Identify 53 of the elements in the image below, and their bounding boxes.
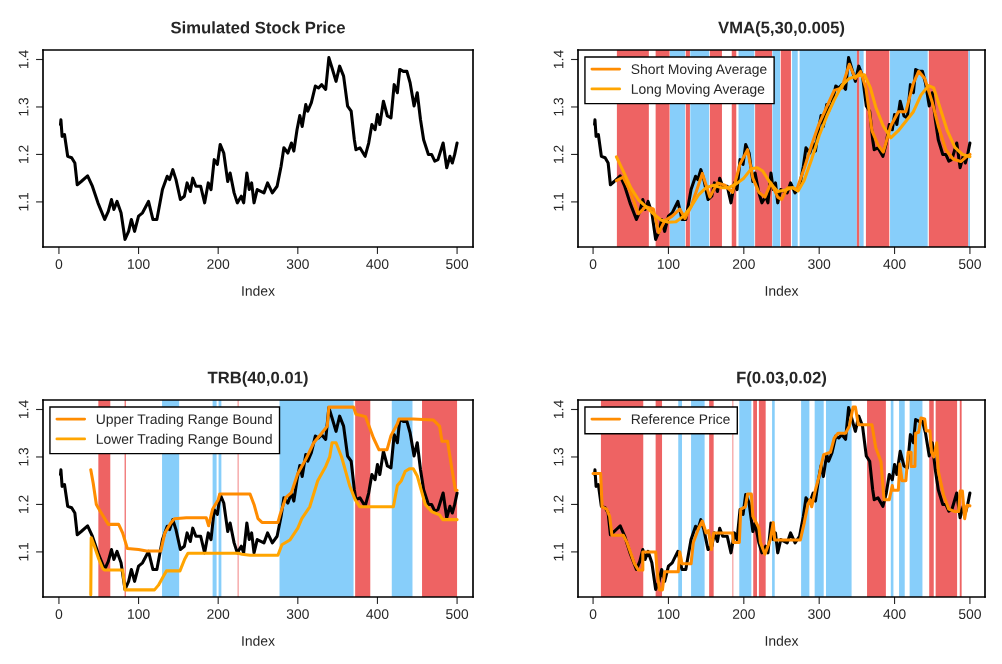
x-tick-label: 200: [732, 259, 755, 270]
x-tick-label: 0: [55, 609, 63, 620]
x-tick-label: 0: [589, 609, 597, 620]
y-tick-label: 1.3: [18, 97, 29, 116]
legend-label: Upper Trading Range Bound: [96, 413, 272, 427]
x-tick-label: 400: [883, 609, 906, 620]
y-tick-label: 1.4: [553, 50, 564, 69]
x-axis-title: Index: [242, 635, 275, 646]
x-tick-label: 100: [128, 259, 150, 270]
y-tick-label: 1.2: [18, 495, 29, 514]
legend-label: Short Moving Average: [631, 63, 767, 77]
x-tick-label: 200: [207, 259, 230, 270]
x-tick-label: 200: [732, 609, 755, 620]
x-tick-label: 300: [286, 259, 309, 270]
y-tick-label: 1.1: [553, 192, 564, 211]
y-tick-label: 1.4: [18, 400, 29, 419]
x-axis-title: Index: [765, 285, 799, 296]
x-tick-label: 400: [883, 259, 906, 270]
y-tick-label: 1.3: [553, 97, 564, 116]
chart-title: VMA(5,30,0.005): [718, 21, 845, 37]
x-tick-label: 400: [366, 609, 389, 620]
chart-title: TRB(40,0.01): [207, 371, 308, 387]
x-tick-label: 100: [657, 609, 680, 620]
y-tick-label: 1.1: [18, 542, 29, 561]
y-tick-label: 1.2: [553, 145, 564, 164]
legend-label: Lower Trading Range Bound: [96, 433, 272, 447]
legend-label: Reference Price: [631, 413, 730, 425]
legend-label: Long Moving Average: [631, 83, 765, 97]
x-tick-label: 300: [286, 609, 309, 620]
x-tick-label: 500: [958, 609, 981, 620]
x-tick-label: 500: [446, 259, 469, 270]
x-tick-label: 400: [366, 259, 389, 270]
x-tick-label: 300: [808, 609, 831, 620]
y-tick-label: 1.4: [553, 400, 564, 419]
chart-title: Simulated Stock Price: [170, 21, 345, 34]
x-tick-label: 0: [55, 259, 63, 270]
y-tick-label: 1.4: [18, 50, 29, 69]
x-tick-label: 500: [958, 259, 981, 270]
y-tick-label: 1.1: [553, 542, 564, 561]
y-tick-label: 1.1: [18, 192, 29, 211]
chart-title: F(0.03,0.02): [737, 371, 827, 387]
x-tick-label: 200: [207, 609, 230, 620]
x-tick-label: 100: [128, 609, 150, 620]
x-tick-label: 100: [657, 259, 680, 270]
x-axis-title: Index: [242, 285, 275, 296]
x-axis-title: Index: [765, 635, 799, 646]
y-tick-label: 1.3: [18, 447, 29, 466]
x-tick-label: 500: [446, 609, 469, 620]
x-tick-label: 0: [589, 259, 597, 270]
y-tick-label: 1.2: [553, 495, 564, 514]
x-tick-label: 300: [808, 259, 831, 270]
y-tick-label: 1.2: [18, 145, 29, 164]
y-tick-label: 1.3: [553, 447, 564, 466]
